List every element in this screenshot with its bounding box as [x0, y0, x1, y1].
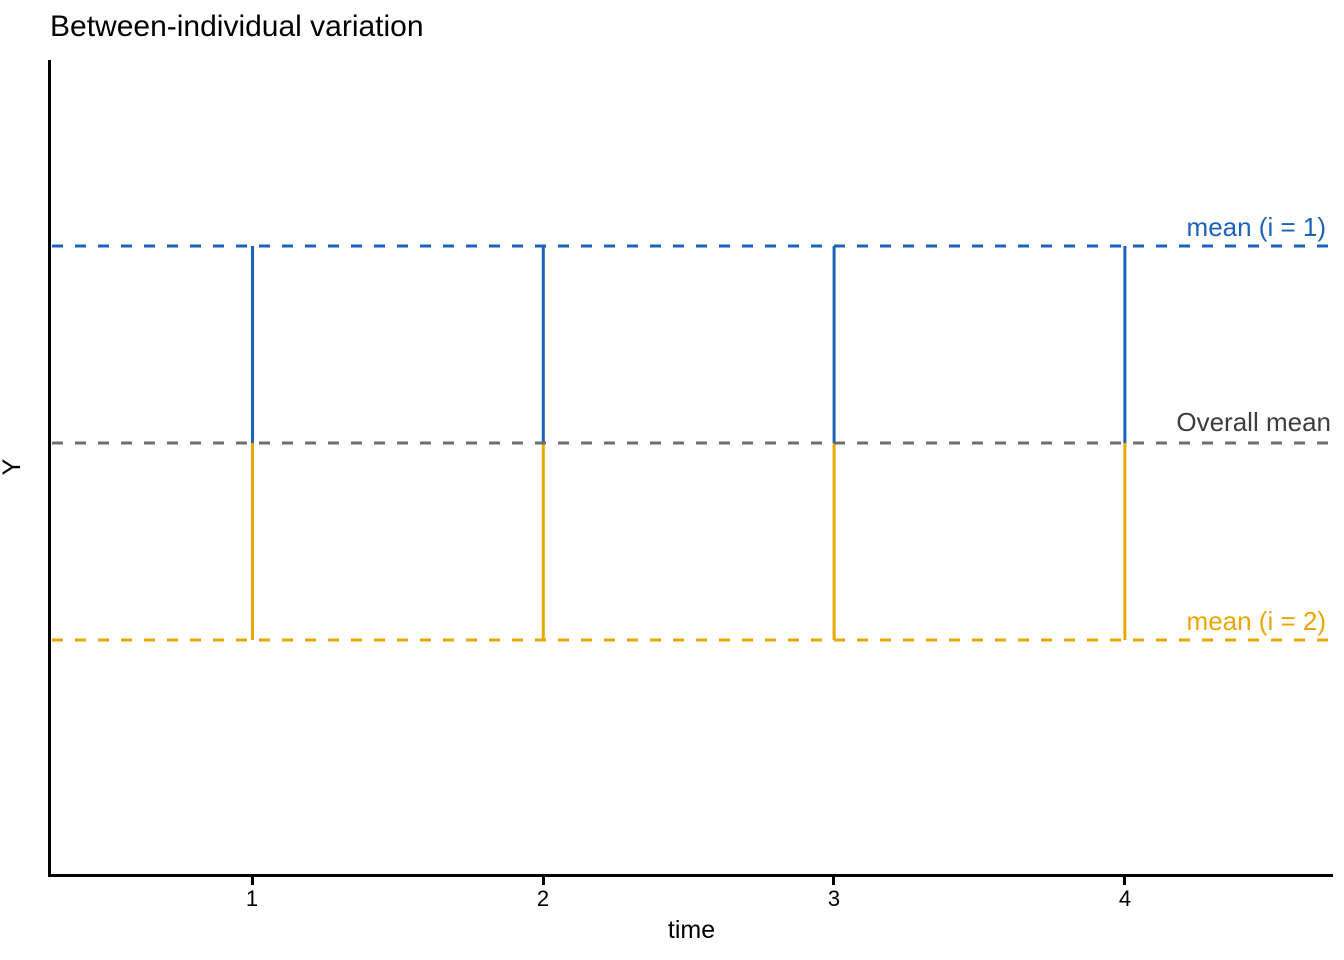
x-tick-label-2: 2 — [536, 886, 550, 911]
x-axis-tick-1 — [251, 877, 254, 885]
x-tick-label-4: 4 — [1118, 886, 1132, 911]
x-axis-tick-3 — [832, 877, 835, 885]
y-axis-label: Y — [0, 458, 26, 476]
x-axis-line — [48, 874, 1333, 877]
mean-i2-label: mean (i = 2) — [1186, 606, 1326, 636]
x-tick-label-1: 1 — [245, 886, 259, 911]
chart-title: Between-individual variation — [50, 10, 424, 43]
x-tick-label-3: 3 — [827, 886, 841, 911]
mean-i1-label: mean (i = 1) — [1186, 212, 1326, 242]
x-axis-label: time — [667, 916, 716, 944]
overall-mean-label: Overall mean — [1176, 407, 1331, 437]
x-axis-tick-4 — [1123, 877, 1126, 885]
y-axis-line — [48, 60, 51, 877]
x-axis-tick-2 — [542, 877, 545, 885]
